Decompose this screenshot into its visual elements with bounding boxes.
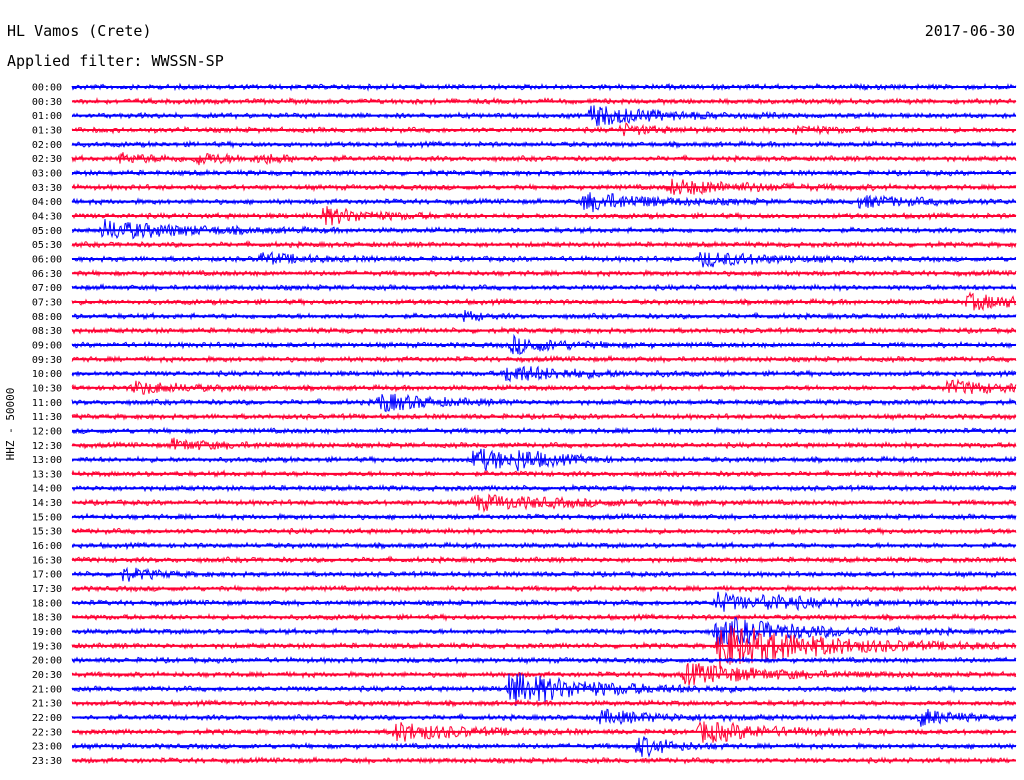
time-tick-label: 16:00 bbox=[32, 541, 62, 552]
time-tick-label: 20:30 bbox=[32, 670, 62, 681]
time-tick-label: 19:30 bbox=[32, 641, 62, 652]
time-tick-label: 23:00 bbox=[32, 742, 62, 753]
time-tick-label: 21:30 bbox=[32, 699, 62, 710]
time-tick-label: 06:00 bbox=[32, 254, 62, 265]
time-tick-label: 03:30 bbox=[32, 183, 62, 194]
time-tick-label: 07:30 bbox=[32, 297, 62, 308]
time-tick-label: 22:00 bbox=[32, 713, 62, 724]
time-tick-label: 05:00 bbox=[32, 226, 62, 237]
time-tick-label: 14:00 bbox=[32, 484, 62, 495]
time-tick-label: 12:00 bbox=[32, 426, 62, 437]
time-tick-label: 11:00 bbox=[32, 398, 62, 409]
time-tick-label: 02:30 bbox=[32, 154, 62, 165]
time-tick-label: 17:30 bbox=[32, 584, 62, 595]
filter-label: Applied filter: WWSSN-SP bbox=[7, 52, 224, 70]
time-tick-label: 06:30 bbox=[32, 269, 62, 280]
time-tick-label: 21:00 bbox=[32, 684, 62, 695]
time-tick-label: 19:00 bbox=[32, 627, 62, 638]
time-tick-label: 04:00 bbox=[32, 197, 62, 208]
time-tick-label: 23:30 bbox=[32, 756, 62, 767]
seismic-trace-row bbox=[72, 219, 1017, 240]
date-label: 2017-06-30 bbox=[925, 22, 1015, 40]
time-tick-label: 18:30 bbox=[32, 613, 62, 624]
time-tick-label: 09:00 bbox=[32, 340, 62, 351]
time-tick-label: 15:30 bbox=[32, 527, 62, 538]
time-tick-label: 15:00 bbox=[32, 512, 62, 523]
time-tick-label: 00:30 bbox=[32, 97, 62, 108]
time-tick-label: 13:30 bbox=[32, 469, 62, 480]
time-tick-label: 10:00 bbox=[32, 369, 62, 380]
time-tick-label: 09:30 bbox=[32, 355, 62, 366]
seismic-trace-row bbox=[71, 168, 1017, 178]
time-tick-label: 00:00 bbox=[32, 83, 62, 94]
time-tick-label: 08:00 bbox=[32, 312, 62, 323]
station-title: HL Vamos (Crete) bbox=[7, 22, 152, 40]
time-tick-label: 01:00 bbox=[32, 111, 62, 122]
time-tick-label: 17:00 bbox=[32, 570, 62, 581]
time-tick-label: 13:00 bbox=[32, 455, 62, 466]
time-tick-label: 14:30 bbox=[32, 498, 62, 509]
time-tick-label: 08:30 bbox=[32, 326, 62, 337]
seismic-traces bbox=[71, 82, 1017, 766]
time-tick-label: 10:30 bbox=[32, 383, 62, 394]
time-tick-label: 16:30 bbox=[32, 555, 62, 566]
time-tick-label: 22:30 bbox=[32, 727, 62, 738]
seismic-trace-row bbox=[71, 437, 1017, 451]
time-tick-labels: 00:00 00:30 01:00 01:30 02:00 02:30 03:00 03:30… bbox=[32, 83, 62, 768]
time-tick-label: 04:30 bbox=[32, 211, 62, 222]
time-tick-label: 20:00 bbox=[32, 656, 62, 667]
time-tick-label: 03:00 bbox=[32, 168, 62, 179]
y-axis-label: HHZ - 50000 bbox=[4, 388, 17, 461]
time-tick-label: 12:30 bbox=[32, 441, 62, 452]
time-tick-label: 18:00 bbox=[32, 598, 62, 609]
seismic-trace-row bbox=[71, 591, 1017, 612]
time-tick-label: 02:00 bbox=[32, 140, 62, 151]
time-tick-label: 11:30 bbox=[32, 412, 62, 423]
time-tick-label: 01:30 bbox=[32, 125, 62, 136]
seismic-trace-row bbox=[71, 105, 1017, 127]
time-tick-label: 07:00 bbox=[32, 283, 62, 294]
time-tick-label: 05:30 bbox=[32, 240, 62, 251]
